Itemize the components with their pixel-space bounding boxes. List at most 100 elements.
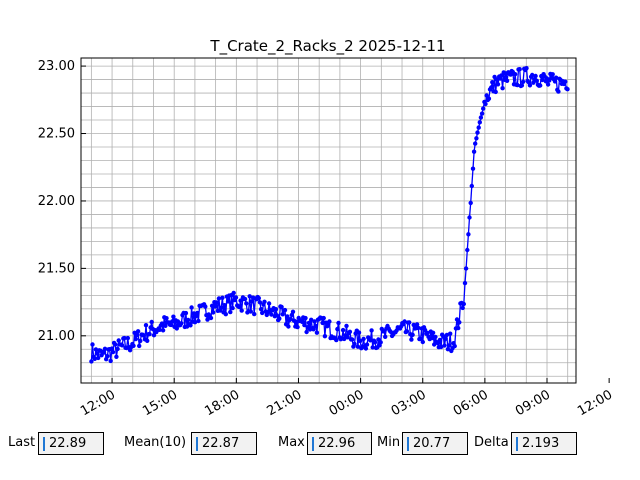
data-point [531,80,536,85]
data-point [355,344,361,349]
data-point [474,136,479,141]
data-point [228,309,233,315]
data-point [352,341,357,347]
mean-value: 22.87 [202,436,240,451]
data-point [321,315,326,321]
y-tick-label: 22.50 [38,127,75,142]
data-point [302,322,307,328]
y-tick-label: 21.50 [38,261,75,276]
data-point [476,125,481,130]
data-point [164,316,169,321]
data-point [143,323,149,328]
data-point [239,308,244,313]
data-point [553,75,559,80]
min-label: Min [377,435,401,450]
data-point [433,334,438,340]
data-point [545,82,551,87]
mean-caret [196,437,198,451]
data-point [534,78,539,84]
mean-value-field[interactable]: 22.87 [191,432,257,455]
data-point [443,336,448,341]
data-point [304,329,309,335]
data-point [320,320,325,326]
min-value-field[interactable]: 20.77 [402,432,468,455]
data-point [540,77,545,83]
data-point [552,79,558,84]
data-point [279,304,284,310]
data-point [282,307,288,313]
plot-frame [80,57,577,384]
data-point [314,330,320,335]
data-point [335,326,340,332]
x-tick-label: 03:00 [389,387,429,419]
data-point [524,66,529,71]
data-point [517,67,522,72]
data-point [208,315,214,321]
data-point [363,346,369,351]
data-point [220,295,225,300]
data-point [277,316,282,321]
data-point [170,319,175,324]
x-tick-label: 18:00 [202,387,242,419]
data-point [471,149,477,154]
data-point [258,307,264,312]
data-point [442,343,447,348]
data-point [249,299,255,304]
delta-caret [516,437,518,451]
min-value: 20.77 [413,436,451,451]
data-point [231,290,236,296]
y-tick-label: 22.00 [38,194,75,209]
data-point [438,344,444,350]
data-point [225,299,231,304]
last-caret [43,437,45,451]
data-point [135,329,141,334]
data-point [519,83,525,88]
grid [81,58,576,383]
x-tick-label: 06:00 [451,387,491,419]
data-point [356,330,362,335]
last-value-field[interactable]: 22.89 [38,432,104,455]
data-point [463,266,469,271]
data-point [192,320,198,325]
data-point [222,303,227,308]
data-point [157,327,162,332]
data-point [468,200,473,206]
data-point [486,96,492,101]
data-point [495,82,501,87]
data-point [461,301,466,307]
data-point [115,346,120,352]
data-point [101,350,107,355]
data-point [470,166,476,171]
data-point [340,327,346,333]
data-point [303,315,308,321]
data-point [313,323,318,329]
data-point [327,319,332,324]
data-point [467,215,472,220]
data-point [137,343,142,349]
data-point [418,336,423,341]
data-point [269,312,274,317]
data-point [483,101,488,107]
data-point [219,305,224,310]
data-point [404,329,410,334]
data-point [512,72,518,77]
max-caret [312,437,314,451]
data-point [280,312,285,317]
data-point [411,322,416,328]
data-point [242,296,248,302]
x-tick-label: 12:00 [78,387,118,419]
data-point [565,87,570,92]
data-point [556,89,561,94]
data-point [347,329,353,334]
max-value-field[interactable]: 22.96 [307,432,372,455]
data-point [159,321,165,326]
data-point [563,79,568,84]
data-point [369,328,374,333]
data-point [149,319,154,325]
data-point [174,326,179,331]
data-point [141,333,146,338]
x-tick-label: 09:00 [513,387,553,419]
data-point [214,300,219,305]
x-tick-label: 00:00 [327,387,367,419]
delta-value-field[interactable]: 2.193 [511,432,577,455]
